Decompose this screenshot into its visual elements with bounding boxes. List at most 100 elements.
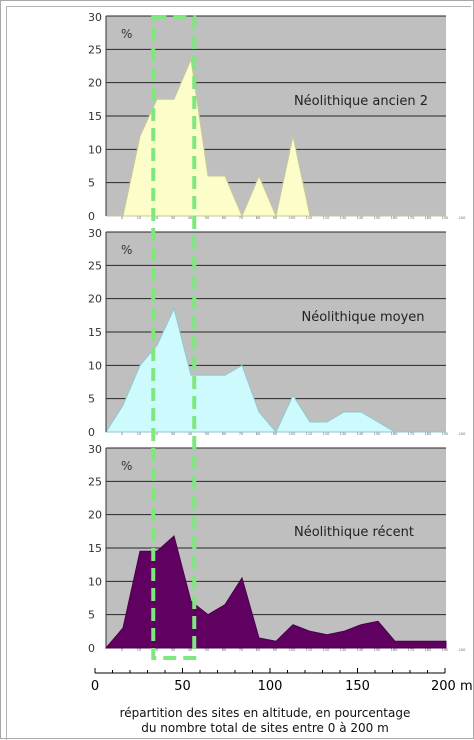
category-tick-label: 100 — [289, 648, 296, 652]
series-label: Néolithique ancien 2 — [294, 94, 428, 109]
category-tick-label: 60 — [222, 216, 226, 220]
category-tick-label: 140 — [357, 648, 364, 652]
series-label: Néolithique récent — [294, 525, 414, 540]
y-unit-label: % — [121, 459, 132, 473]
category-tick-label: 10 — [137, 432, 141, 436]
category-tick-label: 80 — [256, 648, 260, 652]
y-tick-label: 0 — [88, 426, 95, 439]
altitude-tick-label: 50 — [174, 679, 191, 694]
category-tick-label: 70 — [239, 648, 243, 652]
category-tick-label: 100 — [289, 216, 296, 220]
category-tick-label: 90 — [273, 432, 277, 436]
category-tick-label: 180 — [425, 216, 432, 220]
category-tick-label: 40 — [188, 216, 192, 220]
category-tick-label: 40 — [188, 432, 192, 436]
category-tick-label: 190 — [442, 648, 449, 652]
category-tick-label: 120 — [323, 216, 330, 220]
y-tick-label: 0 — [88, 210, 95, 223]
y-tick-label: 10 — [88, 575, 102, 588]
category-tick-label: 100 — [289, 432, 296, 436]
category-tick-label: 50 — [205, 216, 209, 220]
panel-1: 0 5 10 15 20 25 30% 0 10 20 30 40 50 60 70 80 90 100 110 12… — [88, 227, 465, 439]
series-area — [106, 57, 446, 218]
category-tick-label: 60 — [222, 432, 226, 436]
category-tick-label: 120 — [323, 648, 330, 652]
category-tick-label: 150 — [374, 648, 381, 652]
category-tick-label: 160 — [391, 648, 398, 652]
y-tick-label: 10 — [88, 359, 102, 372]
y-tick-label: 15 — [88, 110, 102, 123]
category-tick-label: 110 — [306, 216, 313, 220]
category-tick-label: 200 — [459, 216, 466, 220]
category-tick-label: 10 — [137, 216, 141, 220]
y-tick-label: 15 — [88, 542, 102, 555]
category-tick-label: 30 — [171, 216, 175, 220]
category-tick-label: 160 — [391, 216, 398, 220]
caption-line-1: répartition des sites en altitude, en po… — [119, 706, 411, 720]
category-tick-label: 0 — [121, 648, 123, 652]
category-tick-label: 50 — [205, 432, 209, 436]
y-tick-label: 30 — [88, 443, 102, 456]
category-tick-label: 130 — [340, 648, 347, 652]
category-tick-label: 110 — [306, 648, 313, 652]
category-tick-label: 140 — [357, 216, 364, 220]
altitude-tick-label: 200 m — [431, 679, 473, 694]
category-tick-label: 160 — [391, 432, 398, 436]
category-tick-label: 70 — [239, 432, 243, 436]
altitude-axis: 0 50 100 150 200 m — [91, 668, 473, 694]
y-tick-label: 25 — [88, 43, 102, 56]
y-tick-label: 15 — [88, 326, 102, 339]
category-tick-label: 40 — [188, 648, 192, 652]
altitude-tick-label: 0 — [91, 679, 99, 694]
series-label: Néolithique moyen — [301, 310, 424, 325]
y-tick-label: 20 — [88, 509, 102, 522]
y-tick-label: 5 — [88, 177, 95, 190]
category-tick-label: 0 — [121, 216, 123, 220]
altitude-tick-label: 100 — [258, 679, 283, 694]
category-tick-label: 80 — [256, 432, 260, 436]
category-tick-label: 20 — [154, 648, 158, 652]
category-tick-label: 80 — [256, 216, 260, 220]
category-tick-label: 150 — [374, 216, 381, 220]
caption-line-2: du nombre total de sites entre 0 à 200 m — [141, 721, 389, 735]
category-tick-label: 20 — [154, 432, 158, 436]
category-tick-label: 90 — [273, 216, 277, 220]
altitude-tick-label: 150 — [345, 679, 370, 694]
y-tick-label: 25 — [88, 475, 102, 488]
category-tick-label: 110 — [306, 432, 313, 436]
category-tick-label: 150 — [374, 432, 381, 436]
category-tick-label: 20 — [154, 216, 158, 220]
y-tick-label: 20 — [88, 293, 102, 306]
category-tick-label: 170 — [408, 432, 415, 436]
category-tick-label: 170 — [408, 216, 415, 220]
category-tick-label: 180 — [425, 432, 432, 436]
y-tick-label: 20 — [88, 77, 102, 90]
panel-2: 0 5 10 15 20 25 30% 0 10 20 30 40 50 60 70 80 90 100 110 12… — [88, 443, 465, 655]
figure-inner-border — [6, 6, 471, 740]
category-tick-label: 90 — [273, 648, 277, 652]
highlight-band — [151, 15, 197, 660]
panel-0: 0 5 10 15 20 25 30% 0 10 20 30 40 50 60 70 80 90 100 110 12… — [88, 11, 465, 223]
category-tick-label: 130 — [340, 216, 347, 220]
category-tick-label: 130 — [340, 432, 347, 436]
category-tick-label: 120 — [323, 432, 330, 436]
y-tick-label: 10 — [88, 143, 102, 156]
series-area — [104, 535, 447, 649]
category-tick-label: 60 — [222, 648, 226, 652]
y-tick-label: 25 — [88, 259, 102, 272]
category-tick-label: 30 — [171, 432, 175, 436]
category-tick-label: 10 — [137, 648, 141, 652]
category-tick-label: 200 — [459, 432, 466, 436]
y-unit-label: % — [121, 243, 132, 257]
y-tick-label: 30 — [88, 227, 102, 240]
category-tick-label: 190 — [442, 216, 449, 220]
category-tick-label: 0 — [121, 432, 123, 436]
y-tick-label: 30 — [88, 11, 102, 24]
y-tick-label: 0 — [88, 642, 95, 655]
y-unit-label: % — [121, 27, 132, 41]
y-tick-label: 5 — [88, 609, 95, 622]
category-tick-label: 200 — [459, 648, 466, 652]
category-tick-label: 70 — [239, 216, 243, 220]
category-tick-label: 50 — [205, 648, 209, 652]
